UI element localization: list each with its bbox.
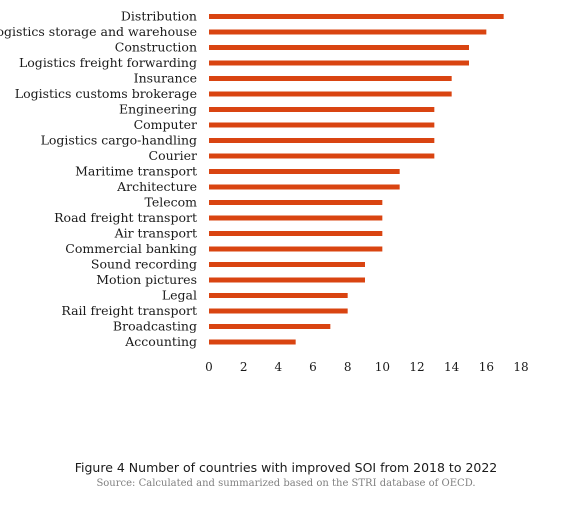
category-label: Engineering (119, 102, 197, 117)
x-tick-label: 8 (344, 360, 352, 374)
bar (209, 14, 504, 19)
category-label: Broadcasting (113, 319, 197, 334)
category-label: Logistics customs brokerage (15, 86, 197, 101)
category-label: Logistics storage and warehouse (0, 24, 197, 39)
bar (209, 45, 469, 50)
bar (209, 308, 348, 314)
x-tick-label: 10 (375, 360, 390, 374)
category-label: Architecture (116, 179, 197, 194)
category-label: Logistics freight forwarding (19, 55, 197, 70)
category-label: Accounting (124, 334, 197, 349)
bar (209, 122, 435, 128)
category-label: Rail freight transport (61, 303, 197, 318)
bars (209, 14, 504, 345)
bar (209, 200, 383, 205)
bar (209, 262, 365, 267)
category-label: Computer (134, 117, 197, 132)
bar (209, 339, 296, 345)
category-label: Motion pictures (96, 272, 197, 287)
x-tick-label: 16 (479, 360, 494, 374)
x-axis-ticks: 0 2 4 6 8 10 12 14 16 18 (205, 360, 528, 374)
x-tick-label: 12 (409, 360, 424, 374)
x-tick-label: 0 (205, 360, 213, 374)
bar (209, 169, 400, 174)
category-label: Construction (115, 40, 197, 55)
category-label: Insurance (134, 71, 197, 86)
category-label: Commercial banking (65, 241, 197, 256)
bar (209, 231, 383, 236)
figure-source: Source: Calculated and summarized based … (96, 478, 476, 489)
category-label: Sound recording (91, 257, 197, 272)
category-label: Telecom (144, 195, 197, 210)
bar (209, 76, 452, 81)
bar (209, 107, 435, 112)
x-tick-label: 4 (275, 360, 283, 374)
category-label: Courier (149, 148, 198, 163)
bar (209, 246, 383, 252)
x-tick-label: 2 (240, 360, 248, 374)
bar (209, 138, 435, 143)
category-label: Road freight transport (54, 210, 197, 225)
x-tick-label: 18 (513, 360, 528, 374)
bar (209, 277, 365, 283)
figure-caption: Figure 4 Number of countries with improv… (74, 460, 498, 475)
bar (209, 324, 331, 329)
bar (209, 153, 435, 159)
category-label: Legal (162, 288, 197, 303)
bar (209, 91, 452, 97)
category-label: Maritime transport (75, 164, 197, 179)
x-tick-label: 6 (309, 360, 317, 374)
bar (209, 293, 348, 298)
bar (209, 29, 487, 35)
category-label: Air transport (114, 226, 197, 241)
bar (209, 60, 469, 66)
bar (209, 184, 400, 190)
x-tick-label: 14 (444, 360, 460, 374)
bar (209, 215, 383, 221)
category-label: Distribution (121, 9, 197, 24)
category-label: Logistics cargo-handling (41, 133, 197, 148)
